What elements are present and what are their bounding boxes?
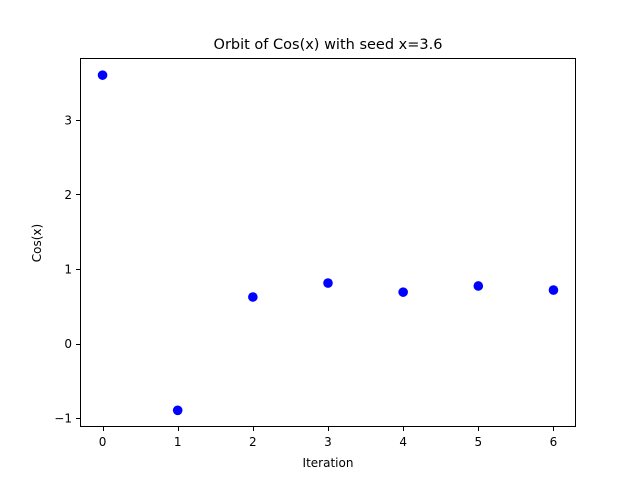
x-tick-label: 6 (550, 435, 558, 449)
plot-frame (80, 58, 576, 427)
y-tick-label: 3 (64, 113, 72, 127)
y-tick-label: 2 (64, 188, 72, 202)
x-tick-label: 2 (249, 435, 257, 449)
x-tick-label: 0 (99, 435, 107, 449)
chart-title: Orbit of Cos(x) with seed x=3.6 (214, 37, 443, 53)
data-point (548, 285, 559, 295)
x-tick-label: 1 (174, 435, 182, 449)
y-tick-label: 1 (64, 262, 72, 276)
x-tick-label: 3 (324, 435, 332, 449)
data-point (248, 292, 258, 302)
x-axis-ticks: 0 1 2 3 4 5 6 (99, 427, 558, 449)
data-point (97, 70, 108, 80)
data-point (473, 281, 484, 291)
data-point (323, 278, 333, 288)
data-point (172, 405, 183, 416)
y-tick-label: −1 (54, 412, 72, 426)
x-tick-label: 5 (474, 435, 482, 449)
y-axis-ticks: −1 0 1 2 3 (54, 113, 80, 426)
y-axis-label: Cos(x) (30, 224, 44, 262)
plot-area (80, 58, 576, 427)
data-point (398, 287, 408, 297)
x-axis-label: Iteration (303, 456, 354, 470)
y-tick-label: 0 (64, 337, 72, 351)
data-points (97, 70, 559, 416)
x-tick-label: 4 (399, 435, 407, 449)
